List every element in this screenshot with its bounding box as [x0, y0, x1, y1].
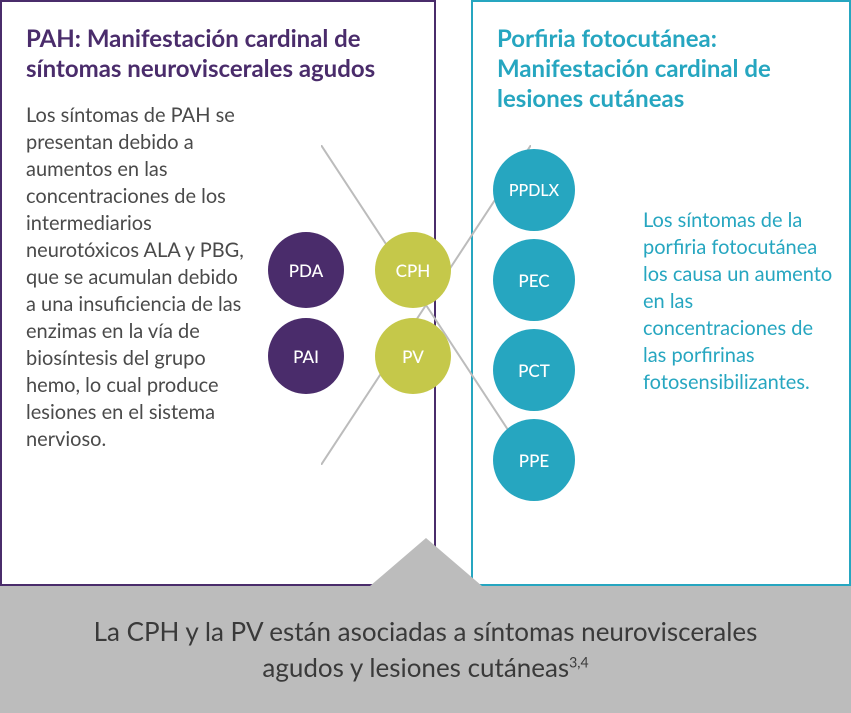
circle-pct-label: PCT — [518, 360, 550, 381]
footer-pointer-icon — [370, 538, 482, 586]
circle-pda: PDA — [268, 232, 344, 308]
circle-pda-label: PDA — [289, 260, 323, 281]
circle-ppdlx: PPDLX — [493, 149, 575, 231]
circle-ppdlx-label: PPDLX — [509, 181, 559, 200]
circle-cph-label: CPH — [396, 260, 431, 281]
circle-pv: PV — [375, 318, 451, 394]
circle-pec-label: PEC — [518, 270, 549, 291]
diagram-container: PAH: Manifestación cardinal de síntomas … — [0, 0, 851, 713]
circle-pv-label: PV — [402, 346, 424, 367]
circle-ppe-label: PPE — [519, 450, 549, 471]
panel-left: PAH: Manifestación cardinal de síntomas … — [0, 0, 436, 586]
footer-text: La CPH y la PV están asociadas a síntoma… — [60, 614, 791, 684]
footer: La CPH y la PV están asociadas a síntoma… — [0, 586, 851, 713]
circle-pai-label: PAI — [293, 346, 319, 367]
panel-right-body: Los síntomas de la porfiria fotocutánea … — [643, 207, 833, 396]
circle-pct: PCT — [493, 329, 575, 411]
panel-left-title: PAH: Manifestación cardinal de síntomas … — [26, 24, 410, 84]
footer-ref: 3,4 — [569, 653, 588, 670]
footer-text-content: La CPH y la PV están asociadas a síntoma… — [94, 615, 758, 682]
circle-ppe: PPE — [493, 419, 575, 501]
circle-pai: PAI — [268, 318, 344, 394]
panel-right-title: Porfiria fotocutánea: Manifestación card… — [497, 24, 825, 114]
circle-cph: CPH — [375, 232, 451, 308]
panel-left-body: Los síntomas de PAH se presentan debido … — [26, 102, 244, 453]
circle-pec: PEC — [493, 239, 575, 321]
